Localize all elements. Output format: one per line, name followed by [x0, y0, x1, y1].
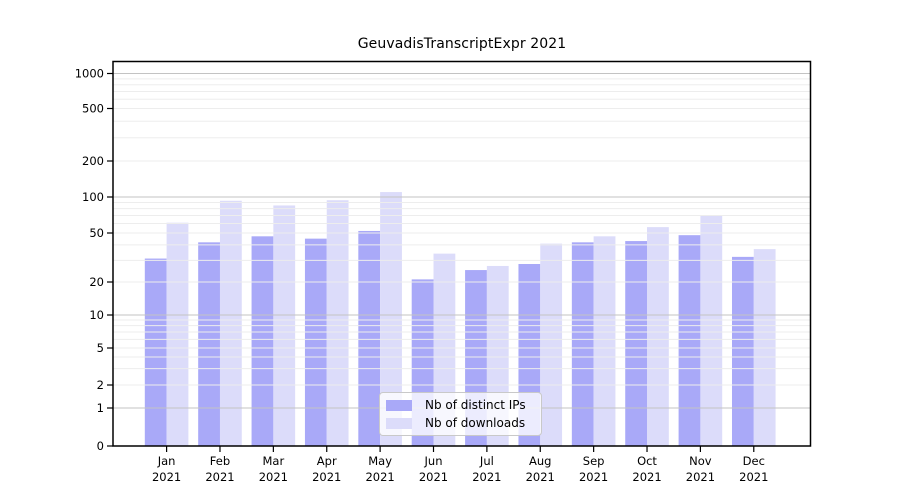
x-tick-label: Aug 2021	[526, 454, 555, 484]
bar-downloads-apr	[326, 200, 349, 446]
bar-downloads-feb	[219, 200, 242, 446]
x-tick-label: Oct 2021	[632, 454, 661, 484]
bar-distinct-ips-feb	[198, 242, 220, 446]
bar-distinct-ips-may	[358, 230, 381, 446]
x-tick-label: Mar 2021	[259, 454, 288, 484]
x-tick-label: May 2021	[365, 454, 394, 484]
x-tick-label: Jan 2021	[152, 454, 181, 484]
legend-item-downloads: Nb of downloads	[386, 415, 541, 431]
bar-distinct-ips-nov	[678, 235, 701, 446]
y-tick-label: 1000	[75, 67, 104, 81]
bar-downloads-may	[380, 192, 402, 446]
x-tick-label: Feb 2021	[205, 454, 234, 484]
bar-downloads-aug	[540, 243, 563, 446]
bar-distinct-ips-apr	[304, 238, 327, 446]
bar-distinct-ips-sep	[571, 242, 594, 446]
y-tick-label: 2	[97, 378, 104, 392]
x-tick-label: Dec 2021	[739, 454, 768, 484]
legend: Nb of distinct IPs Nb of downloads	[379, 392, 542, 436]
y-tick-label: 20	[89, 275, 104, 289]
chart-title: GeuvadisTranscriptExpr 2021	[357, 36, 567, 52]
plot-border	[112, 60, 812, 447]
x-tick-label: Jul 2021	[472, 454, 501, 484]
bar-downloads-nov	[700, 215, 723, 446]
y-tick-label: 0	[97, 439, 104, 453]
legend-item-distinct-ips: Nb of distinct IPs	[386, 397, 541, 413]
bar-distinct-ips-oct	[625, 241, 648, 446]
bar-distinct-ips-jan	[144, 258, 167, 446]
y-tick-label: 50	[89, 226, 104, 240]
y-tick-label: 5	[97, 341, 104, 355]
x-tick-label: Nov 2021	[686, 454, 715, 484]
x-tick-label: Apr 2021	[312, 454, 341, 484]
legend-label-distinct-ips: Nb of distinct IPs	[425, 398, 526, 412]
y-tick-label: 1	[97, 401, 104, 415]
legend-swatch-distinct-ips-icon	[386, 399, 412, 411]
y-tick-label: 200	[82, 154, 104, 168]
x-tick-label: Jun 2021	[419, 454, 448, 484]
bar-distinct-ips-dec	[731, 256, 754, 446]
y-tick-label: 10	[89, 308, 104, 322]
y-tick-label: 500	[82, 102, 104, 116]
bar-downloads-jan	[166, 222, 189, 446]
bar-distinct-ips-mar	[251, 236, 274, 446]
x-tick-label: Sep 2021	[579, 454, 608, 484]
legend-swatch-downloads-icon	[386, 417, 412, 429]
legend-label-downloads: Nb of downloads	[425, 416, 526, 430]
y-tick-label: 100	[82, 190, 104, 204]
bar-downloads-sep	[593, 236, 616, 446]
